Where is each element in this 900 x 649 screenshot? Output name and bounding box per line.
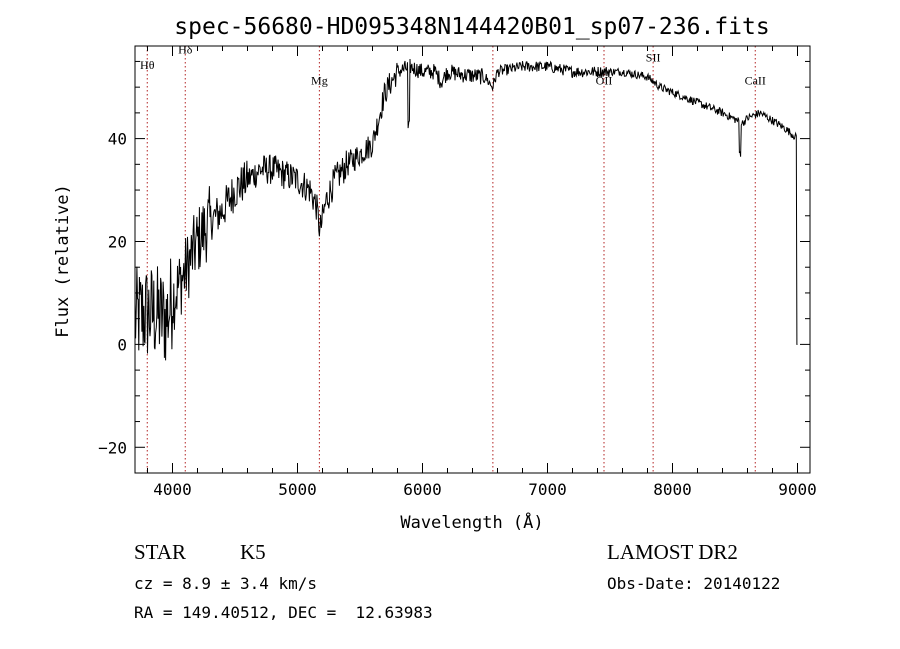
spectral-line-label: Hδ	[178, 43, 193, 57]
plot-frame	[134, 45, 811, 474]
x-tick-label: 9000	[778, 480, 817, 499]
spectral-line-label: Hθ	[140, 58, 155, 72]
object-subclass: K5	[240, 540, 266, 564]
x-tick-label: 8000	[653, 480, 692, 499]
axis-ticks: 4000 5000 6000 7000 8000 9000 −20 0 20 40	[98, 46, 817, 499]
y-tick-label: 40	[108, 130, 127, 149]
x-tick-label: 7000	[528, 480, 567, 499]
y-axis-label: Flux (relative)	[53, 184, 73, 338]
y-tick-label: 20	[108, 232, 127, 251]
ra-dec-coordinates: RA = 149.40512, DEC = 12.63983	[134, 603, 433, 622]
spectral-line-label: OII	[596, 74, 613, 88]
spectral-line-label: SII	[646, 50, 661, 64]
spectrum-line	[134, 58, 798, 361]
spectral-line-label: Mg	[311, 74, 328, 88]
chart-title: spec-56680-HD095348N144420B01_sp07-236.f…	[174, 14, 769, 40]
y-tick-label: −20	[98, 438, 127, 457]
object-class: STAR	[134, 540, 186, 564]
x-tick-label: 4000	[153, 480, 192, 499]
spectral-line-markers: Hθ Hδ Mg OII SII CaII	[140, 43, 766, 473]
redshift-cz: cz = 8.9 ± 3.4 km/s	[134, 574, 318, 593]
x-axis-label: Wavelength (Å)	[400, 511, 543, 533]
observation-date: Obs-Date: 20140122	[607, 574, 781, 593]
survey-name: LAMOST DR2	[607, 540, 738, 564]
y-tick-label: 0	[117, 335, 127, 354]
spectral-line-label: CaII	[745, 74, 766, 88]
x-tick-label: 5000	[278, 480, 317, 499]
x-tick-label: 6000	[403, 480, 442, 499]
